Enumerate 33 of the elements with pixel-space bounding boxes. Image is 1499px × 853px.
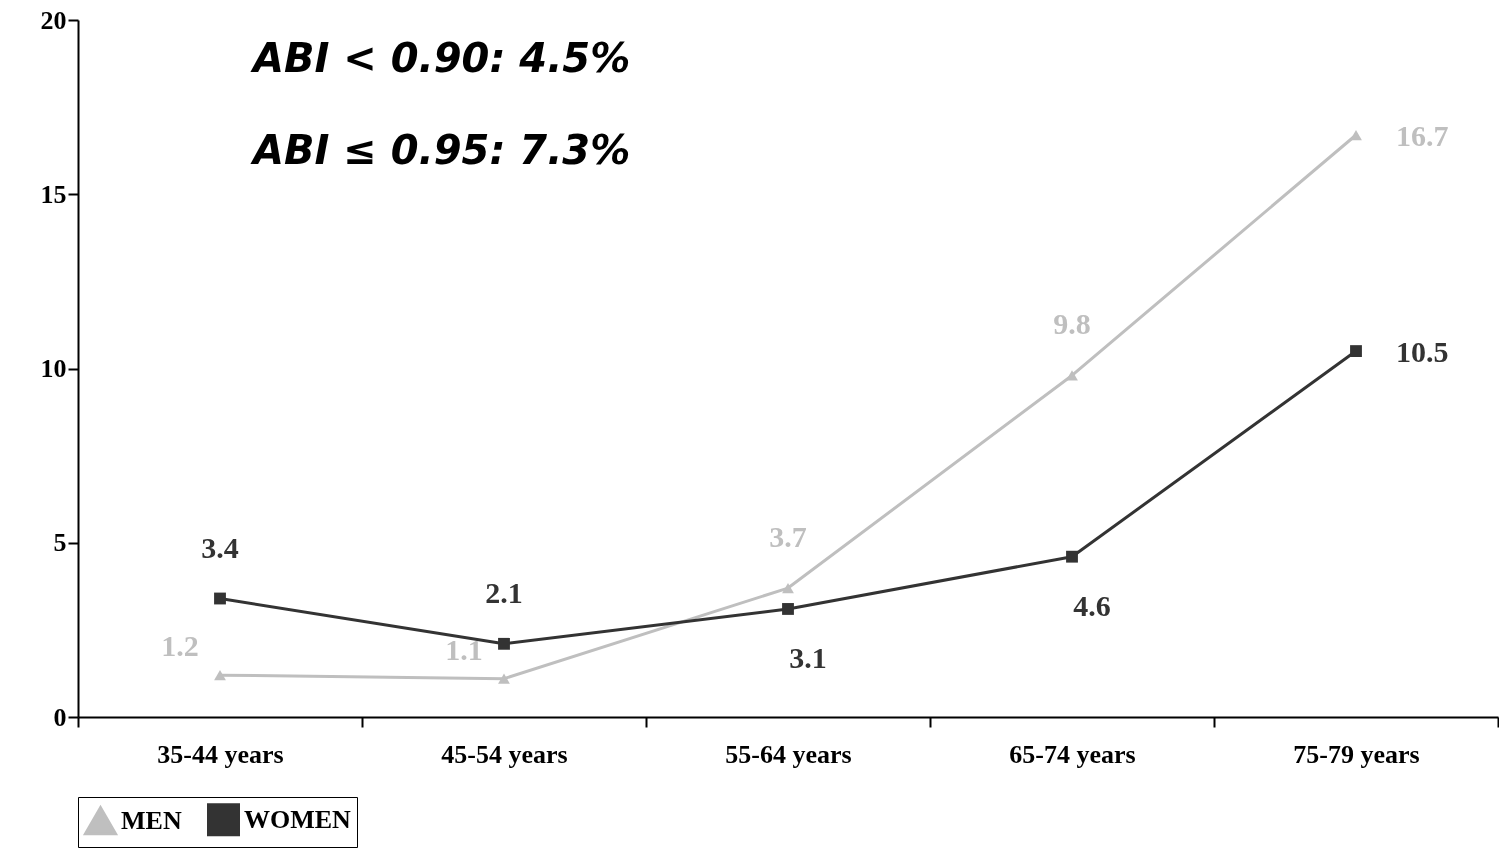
point — [782, 603, 794, 615]
y-tick-label: 15 — [40, 179, 67, 209]
x-tick-label: 75-79 years — [1293, 739, 1420, 769]
annotation: ABI < 0.90: 4.5% — [250, 35, 631, 81]
point — [214, 670, 226, 681]
point — [782, 582, 794, 594]
data-label: 3.4 — [201, 530, 239, 564]
x-tick-label: 45-54 years — [441, 739, 568, 769]
data-label: 3.1 — [789, 640, 827, 674]
data-label: 9.8 — [1053, 307, 1091, 341]
legend-label: WOMEN — [244, 804, 352, 834]
y-tick-label: 0 — [53, 702, 67, 732]
data-label: 2.1 — [485, 575, 523, 609]
x-tick-label: 65-74 years — [1009, 739, 1136, 769]
point — [1350, 345, 1362, 357]
data-label: 1.2 — [161, 629, 199, 663]
point — [214, 592, 226, 605]
data-label: 16.7 — [1396, 119, 1449, 153]
x-tick-label: 35-44 years — [157, 739, 284, 769]
legend-label: MEN — [121, 805, 182, 835]
point — [1066, 370, 1078, 381]
x-tick-label: 55-64 years — [725, 739, 852, 769]
y-tick-label: 10 — [40, 354, 67, 383]
data-label: 4.6 — [1073, 588, 1111, 622]
data-label: 10.5 — [1396, 335, 1449, 369]
point — [498, 637, 510, 650]
point — [1066, 550, 1078, 563]
y-tick-label: 5 — [53, 528, 67, 558]
point — [498, 673, 510, 684]
annotation: ABI ≤ 0.95: 7.3% — [250, 127, 631, 173]
data-label: 3.7 — [769, 520, 807, 554]
data-label: 1.1 — [445, 632, 483, 666]
y-tick-label: 20 — [40, 5, 67, 35]
